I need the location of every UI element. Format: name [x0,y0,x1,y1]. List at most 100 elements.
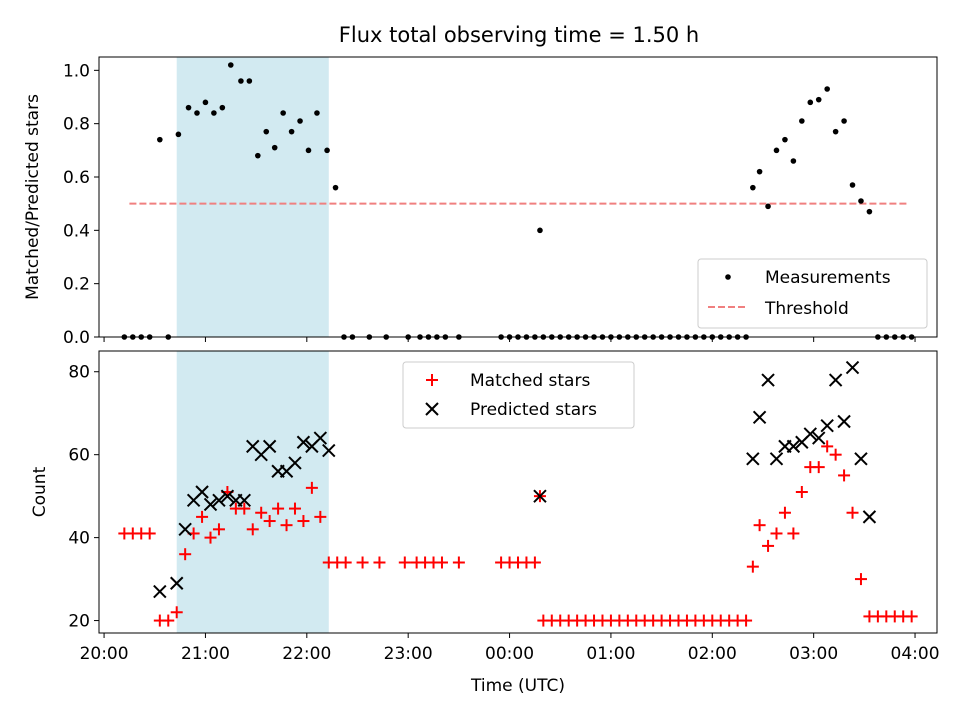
data-point [790,158,797,164]
bottom-plot-area [118,360,918,627]
data-point [838,469,851,482]
data-point [837,414,851,429]
data-point [740,614,753,627]
data-point [297,515,310,528]
top-axes: 0.0 0.2 0.4 0.6 0.8 1.0 Matched/Predicted star… [23,56,938,348]
data-point [203,497,218,512]
x-tick-label: 03:00 [789,644,838,664]
data-point [179,548,192,561]
data-point [185,104,192,111]
data-point [212,523,225,536]
data-point [846,506,859,519]
data-point [815,96,822,103]
data-point [528,556,541,569]
y-tick-label: 0.8 [63,115,90,135]
data-point [288,456,302,470]
x-tick-label: 00:00 [485,644,534,664]
data-point [324,147,330,154]
legend-predicted-label: Predicted stars [470,400,597,420]
series-matched-stars [118,440,918,627]
data-point [178,522,192,537]
data-point [170,576,184,590]
top-axes-frame [98,56,938,338]
top-shaded-region [176,57,329,337]
data-point [220,489,235,503]
y-tick-label: 60 [68,446,90,466]
bottom-shaded-rect [176,351,329,633]
data-point [153,584,167,599]
y-tick-label: 0.2 [63,275,90,295]
data-point [821,440,834,453]
data-point [305,481,318,494]
data-point [452,556,465,569]
data-point [356,556,369,569]
data-point [762,539,775,552]
data-point [787,527,800,540]
legend-matched-label: Matched stars [470,371,590,391]
bottom-y-axis-label: Count [30,466,50,517]
data-point [271,144,278,151]
data-point [750,184,756,191]
data-point [786,439,801,454]
data-point [803,427,817,441]
y-tick-label: 0.4 [63,221,90,241]
data-point [845,360,860,375]
data-point [263,128,270,135]
x-tick-label: 23:00 [384,644,433,664]
data-point [263,515,276,528]
data-point [832,128,839,135]
y-tick-label: 0.6 [63,168,90,188]
x-tick-label: 22:00 [282,644,331,664]
data-point [202,99,209,106]
bottom-shaded-region [176,351,329,633]
data-point [807,99,814,106]
data-point [296,435,311,449]
x-tick-label: 01:00 [586,644,635,664]
y-tick-label: 40 [68,529,90,549]
legend-predicted-marker [425,402,439,416]
data-point [194,110,200,116]
data-point [769,452,784,466]
data-point [854,452,868,466]
data-point [820,418,834,433]
data-point [262,439,277,454]
legend-matched-marker [426,374,438,386]
bottom-axes-frame [98,350,938,634]
data-point [782,136,788,143]
top-plot-area [121,62,915,340]
data-point [828,373,843,387]
chart-title: Flux total observing time = 1.50 h [339,23,699,47]
data-point [799,118,805,124]
data-point [373,556,386,569]
bottom-legend-box [402,361,635,429]
y-tick-label: 1.0 [63,61,90,81]
legend-measurements-label: Measurements [765,268,891,288]
data-point [332,184,339,191]
data-point [537,227,543,234]
data-point [196,510,209,523]
data-point [288,128,295,135]
series-measurements [121,62,915,340]
y-tick-label: 80 [68,363,90,383]
x-tick-label: 02:00 [688,644,737,664]
data-point [756,168,763,175]
legend-measurements-marker [725,274,731,280]
y-tick-label: 0.0 [63,328,90,348]
data-point [305,147,312,154]
data-point [175,131,182,138]
x-tick-label: 21:00 [181,644,230,664]
x-tick-label: 20:00 [80,644,129,664]
top-legend-box [697,258,928,329]
data-point [288,502,301,515]
data-point [255,506,268,519]
data-point [849,182,856,188]
data-point [854,573,867,586]
data-point [866,208,873,215]
data-point [211,110,217,116]
top-panel: 0.0 0.2 0.4 0.6 0.8 1.0 Matched/Predicted star… [23,56,938,348]
bottom-panel: 20 40 60 80 20:00 21:00 22:00 23:00 00:00 01:00 02… [30,350,940,696]
data-point [824,86,830,92]
top-y-axis-label: Matched/Predicted stars [23,94,43,300]
bottom-axes: 20 40 60 80 20:00 21:00 22:00 23:00 00:00 01:00 02… [30,350,940,696]
